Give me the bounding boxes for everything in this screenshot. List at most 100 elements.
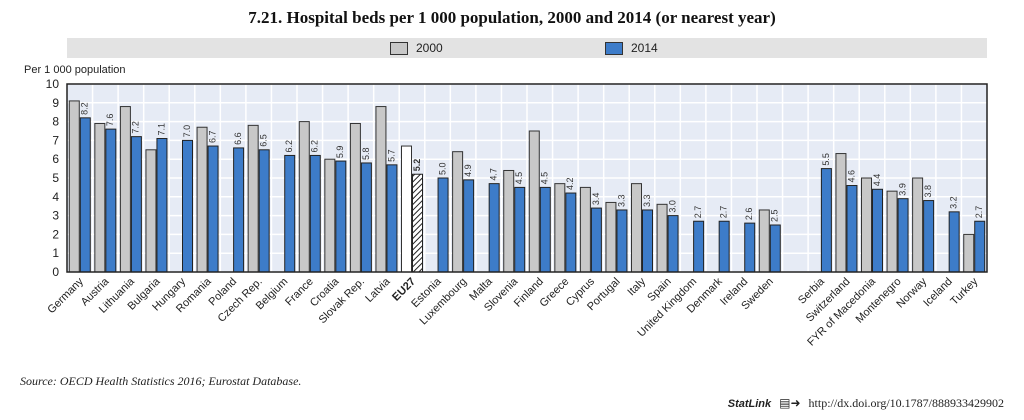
- x-tick-label: Latvia: [363, 275, 393, 305]
- data-label-2014: 3.9: [897, 183, 907, 196]
- legend-swatch-2000: [390, 41, 408, 55]
- bar-2000: [886, 190, 898, 273]
- data-label-2014: 7.6: [105, 114, 115, 127]
- bar-2014: [79, 117, 91, 273]
- legend-item-2000: 2000: [390, 41, 443, 55]
- data-label-2014: 6.2: [284, 140, 294, 153]
- bar-2014: [335, 160, 347, 273]
- legend-item-2014: 2014: [605, 41, 658, 55]
- y-tick-label: 9: [52, 96, 59, 110]
- y-tick-label: 8: [52, 115, 59, 129]
- bar-2014: [182, 139, 193, 273]
- data-label-2014: 3.3: [642, 194, 652, 207]
- bar-2014: [386, 164, 398, 273]
- statlink-label: StatLink: [727, 397, 772, 410]
- bar-2000: [452, 151, 464, 273]
- bar-2014: [693, 220, 705, 273]
- data-label-2014: 3.4: [591, 193, 601, 206]
- bar-2014: [642, 209, 653, 273]
- source-note: Source: OECD Health Statistics 2016; Eur…: [20, 374, 302, 388]
- bar-2000: [861, 177, 872, 273]
- data-label-2014: 2.6: [744, 208, 754, 221]
- bar-2014: [463, 179, 475, 273]
- bar-2014: [233, 147, 245, 273]
- statlink-icon: ▤➜: [779, 396, 801, 410]
- x-tick-label: Iceland: [921, 276, 955, 310]
- data-label-2014: 5.2: [412, 159, 422, 172]
- bar-2000: [375, 106, 387, 273]
- data-label-2014: 6.5: [259, 134, 269, 147]
- bar-2000: [554, 183, 566, 273]
- bar-2000: [963, 233, 975, 273]
- bar-2000: [912, 177, 924, 273]
- bar-2014: [590, 207, 602, 273]
- statlink-url[interactable]: http://dx.doi.org/10.1787/888933429902: [808, 396, 1004, 410]
- bar-2014: [284, 154, 296, 273]
- chart-title: 7.21. Hospital beds per 1 000 population…: [248, 8, 776, 27]
- data-label-2014: 2.7: [693, 206, 703, 219]
- bar-2014: [156, 138, 168, 273]
- bar-2014: [207, 145, 219, 273]
- bar-2014: [514, 186, 526, 273]
- data-label-2014: 4.2: [565, 178, 575, 191]
- statlink[interactable]: StatLink ▤➜ http://dx.doi.org/10.1787/88…: [728, 396, 1004, 411]
- y-tick-label: 4: [52, 190, 59, 204]
- bar-2000: [401, 145, 412, 273]
- legend-swatch-2014: [605, 41, 623, 55]
- legend-label-2000: 2000: [416, 41, 443, 55]
- bar-2014: [897, 198, 909, 273]
- x-tick-label: Germany: [45, 275, 86, 316]
- plot-border: [66, 83, 988, 273]
- bar-2014: [309, 154, 321, 273]
- data-label-2014: 5.9: [335, 146, 345, 159]
- bar-2000: [503, 169, 515, 273]
- bar-2014: [718, 220, 730, 273]
- data-label-2014: 2.7: [719, 206, 729, 219]
- bar-2000: [247, 124, 259, 273]
- y-tick-label: 3: [52, 209, 59, 223]
- y-tick-label: 2: [52, 227, 59, 241]
- data-label-2014: 3.3: [616, 194, 626, 207]
- data-label-2014: 4.5: [514, 172, 524, 185]
- bar-2014: [923, 200, 935, 273]
- bar-2014: [744, 222, 756, 273]
- y-tick-label: 0: [52, 265, 59, 279]
- data-label-2014: 7.2: [131, 121, 141, 134]
- bar-2014: [948, 211, 960, 273]
- bar-2014: [488, 183, 500, 273]
- legend: 2000 2014: [67, 38, 987, 58]
- bar-2014: [616, 209, 628, 273]
- bar-2000: [298, 121, 310, 273]
- bar-2014: [974, 220, 986, 273]
- bar-2000: [528, 130, 540, 273]
- bar-2000: [605, 201, 617, 273]
- data-label-2014: 5.0: [437, 162, 447, 175]
- y-tick-label: 10: [46, 77, 60, 91]
- legend-label-2014: 2014: [631, 41, 658, 55]
- bar-2000: [68, 100, 80, 273]
- bar-2000: [579, 186, 591, 273]
- bar-2014: [565, 192, 577, 273]
- bar-2014: [846, 185, 858, 273]
- data-label-2014: 5.7: [386, 149, 396, 162]
- data-label-2014: 3.2: [949, 196, 959, 209]
- x-tick-label: Turkey: [948, 275, 980, 307]
- data-label-2014: 6.2: [310, 140, 320, 153]
- data-label-2014: 7.0: [182, 125, 192, 138]
- data-label-2014: 2.7: [974, 206, 984, 219]
- data-label-2014: 3.0: [667, 200, 677, 213]
- data-label-2014: 4.7: [489, 168, 499, 181]
- bar-2000: [631, 183, 642, 273]
- bar-2000: [758, 209, 770, 273]
- bar-2000: [94, 122, 106, 273]
- y-tick-label: 7: [52, 133, 59, 147]
- bar-2014: [105, 128, 117, 273]
- bar-2014: [769, 224, 781, 273]
- bar-2014: [360, 162, 372, 273]
- data-label-2014: 3.8: [923, 185, 933, 198]
- bar-2000: [835, 153, 847, 273]
- bar-2014: [437, 177, 449, 273]
- data-label-2014: 6.7: [207, 131, 217, 144]
- bar-2014: [667, 215, 679, 273]
- data-label-2014: 6.6: [233, 132, 243, 145]
